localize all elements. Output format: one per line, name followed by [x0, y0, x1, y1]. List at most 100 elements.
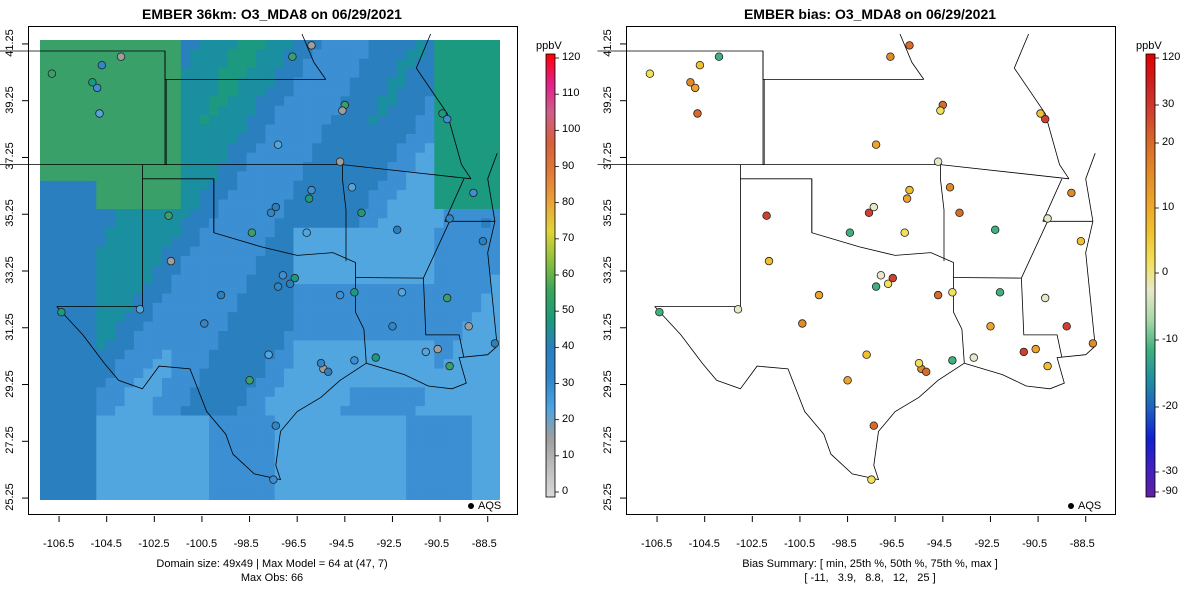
model-grid-cell: [77, 96, 88, 107]
model-grid-cell: [321, 218, 332, 229]
model-grid-cell: [49, 180, 60, 191]
model-grid-cell: [162, 302, 172, 313]
model-grid-cell: [208, 124, 219, 135]
model-grid-cell: [284, 105, 294, 116]
model-grid-cell: [377, 453, 388, 463]
model-grid-cell: [359, 40, 370, 50]
model-grid-cell: [96, 284, 107, 294]
model-grid-cell: [481, 490, 492, 500]
model-grid-cell: [105, 387, 116, 398]
model-grid-cell: [218, 227, 229, 238]
model-grid-cell: [190, 227, 201, 238]
model-grid-cell: [424, 349, 435, 360]
model-grid-cell: [180, 96, 191, 107]
model-grid-cell: [227, 415, 238, 426]
model-grid-cell: [340, 302, 351, 313]
model-grid-cell: [152, 208, 163, 219]
left-station-point: [445, 214, 454, 223]
model-grid-cell: [415, 462, 426, 473]
model-grid-cell: [377, 96, 388, 107]
model-grid-cell: [115, 284, 125, 294]
model-grid-cell: [274, 105, 285, 116]
model-grid-cell: [49, 284, 60, 294]
right-x-tick-label: -96.5: [879, 538, 905, 550]
model-grid-cell: [359, 490, 370, 500]
model-grid-cell: [180, 471, 191, 482]
model-grid-cell: [124, 152, 135, 163]
model-grid-cell: [180, 415, 191, 426]
model-grid-cell: [368, 434, 379, 445]
model-grid-cell: [218, 68, 229, 79]
model-grid-cell: [124, 434, 135, 445]
model-grid-cell: [115, 237, 125, 248]
model-grid-cell: [462, 86, 473, 97]
model-grid-cell: [453, 208, 463, 219]
left-station-point: [443, 114, 452, 124]
model-grid-cell: [349, 396, 360, 407]
model-grid-cell: [340, 359, 351, 370]
model-grid-cell: [302, 490, 313, 500]
model-grid-cell: [340, 462, 351, 473]
model-grid-cell: [237, 58, 248, 69]
model-grid-cell: [218, 58, 229, 69]
model-grid-cell: [143, 208, 154, 219]
model-grid-cell: [462, 115, 473, 125]
model-grid-cell: [171, 462, 182, 473]
model-grid-cell: [143, 255, 154, 266]
model-grid-cell: [105, 406, 116, 417]
model-grid-cell: [471, 58, 482, 69]
model-grid-cell: [490, 246, 500, 257]
model-grid-cell: [40, 265, 50, 276]
model-grid-cell: [406, 462, 417, 473]
model-grid-cell: [424, 377, 435, 388]
model-grid-cell: [471, 96, 482, 107]
model-grid-cell: [152, 349, 163, 360]
model-grid-cell: [208, 453, 219, 463]
model-grid-cell: [481, 424, 492, 435]
model-grid-cell: [105, 49, 116, 60]
model-grid-cell: [481, 58, 492, 69]
model-grid-cell: [143, 227, 154, 238]
model-grid-cell: [312, 274, 323, 285]
model-grid-cell: [359, 471, 370, 482]
left-station-point: [388, 322, 397, 331]
model-grid-cell: [180, 199, 191, 210]
model-grid-cell: [462, 58, 473, 69]
model-grid-cell: [96, 312, 107, 323]
model-grid-cell: [340, 162, 351, 172]
model-grid-cell: [143, 190, 154, 201]
model-grid-cell: [115, 105, 125, 116]
model-grid-cell: [396, 396, 407, 407]
model-grid-cell: [424, 162, 435, 172]
model-grid-cell: [162, 237, 172, 248]
model-grid-cell: [377, 124, 388, 135]
model-grid-cell: [293, 180, 304, 191]
model-grid-cell: [180, 274, 191, 285]
model-grid-cell: [124, 321, 135, 332]
model-grid-cell: [255, 406, 266, 417]
model-grid-cell: [453, 152, 463, 163]
model-grid-cell: [58, 340, 69, 351]
model-grid-cell: [302, 274, 313, 285]
model-grid-cell: [96, 349, 107, 360]
model-grid-cell: [406, 443, 417, 454]
model-grid-cell: [171, 40, 182, 50]
model-grid-cell: [331, 368, 341, 379]
model-grid-cell: [331, 246, 341, 257]
model-grid-cell: [86, 387, 97, 398]
model-grid-cell: [434, 199, 445, 210]
model-grid-cell: [490, 312, 500, 323]
model-grid-cell: [246, 58, 257, 69]
model-grid-cell: [434, 171, 445, 182]
model-grid-cell: [471, 49, 482, 60]
model-grid-cell: [105, 133, 116, 144]
model-grid-cell: [293, 396, 304, 407]
right-colorbar-label: 0: [1162, 266, 1169, 278]
model-grid-cell: [424, 368, 435, 379]
model-grid-cell: [105, 255, 116, 266]
model-grid-cell: [171, 143, 182, 154]
model-grid-cell: [180, 387, 191, 398]
model-grid-cell: [415, 105, 426, 116]
left-colorbar-label: 100: [562, 123, 581, 136]
model-grid-cell: [368, 86, 379, 97]
